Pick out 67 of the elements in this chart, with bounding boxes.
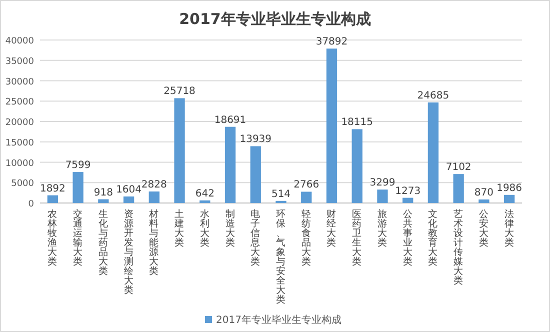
y-tick-label: 25000	[5, 98, 34, 108]
data-label: 1273	[395, 186, 421, 197]
bar	[402, 198, 414, 203]
bar	[200, 200, 210, 203]
chart-title: 2017年专业毕业生专业构成	[179, 10, 371, 28]
data-label: 7599	[65, 160, 91, 172]
bar	[98, 199, 109, 203]
x-tick-label: 公安大类	[478, 208, 489, 248]
y-tick-label: 5000	[11, 179, 34, 190]
x-tick-label: 旅游大类	[377, 208, 388, 248]
data-label: 25718	[164, 86, 196, 98]
y-tick-label: 0	[28, 200, 34, 210]
bar	[504, 194, 515, 203]
data-label: 1892	[40, 183, 66, 194]
category-label: 资源开发与测绘大类	[124, 209, 134, 296]
bar	[47, 195, 58, 203]
data-label: 514	[271, 188, 291, 200]
bar	[377, 190, 388, 203]
x-tick-label: 轻纺食品大类	[301, 208, 312, 268]
data-label: 1986	[496, 182, 522, 194]
y-tick-label: 15000	[5, 138, 34, 148]
data-label: 24685	[417, 90, 450, 102]
x-tick-label: 医药卫生大类	[352, 209, 362, 268]
x-tick-label: 水利大类	[200, 208, 210, 248]
bar	[428, 102, 439, 203]
x-tick-label: 土建大类	[174, 208, 185, 248]
bar	[123, 196, 134, 203]
y-tick-label: 35000	[5, 56, 34, 67]
x-tick-label: 生化与药品大类	[98, 208, 108, 277]
x-tick-label: 农林牧渔大类	[46, 209, 58, 268]
bar	[250, 146, 261, 203]
data-label: 3299	[370, 178, 396, 189]
data-label: 2766	[294, 180, 320, 191]
x-tick-label: 文化教育大类	[428, 208, 438, 268]
y-tick-label: 20000	[5, 118, 34, 128]
data-label: 7102	[446, 162, 472, 174]
bar	[326, 48, 338, 203]
y-tick-label: 30000	[5, 77, 34, 88]
bar	[478, 199, 490, 203]
data-label: 870	[474, 187, 494, 198]
y-tick-label: 40000	[5, 36, 34, 46]
bar	[148, 191, 160, 203]
x-tick-label: 艺术设计传媒大类	[454, 208, 464, 286]
x-tick-label: 公共事业大类	[402, 208, 413, 268]
legend-label: 2017年专业毕业生专业构成	[216, 314, 342, 326]
category-label: 环保、气象与安全大类	[276, 209, 286, 306]
bar	[174, 98, 185, 203]
bar	[352, 129, 362, 203]
x-tick-label: 法律大类	[504, 208, 514, 248]
x-tick-label: 制造大类	[225, 208, 236, 248]
data-label: 1604	[116, 184, 142, 196]
x-tick-label: 财经大类	[326, 208, 337, 248]
x-tick-label: 电子信息大类	[250, 208, 261, 268]
data-label: 37892	[316, 36, 348, 48]
x-tick-label: 材料与能源大类	[148, 208, 160, 277]
y-tick-label: 10000	[5, 158, 34, 169]
data-label: 642	[195, 188, 214, 200]
data-label: 2828	[141, 179, 167, 190]
data-label: 13939	[240, 134, 272, 146]
bar	[453, 174, 464, 203]
x-tick-label: 交通运输大类	[73, 208, 84, 268]
bar	[224, 126, 236, 203]
bar	[72, 172, 84, 203]
bar	[301, 192, 312, 203]
data-label: 18691	[214, 114, 246, 126]
data-label: 18115	[341, 117, 374, 128]
data-label: 918	[94, 187, 113, 198]
